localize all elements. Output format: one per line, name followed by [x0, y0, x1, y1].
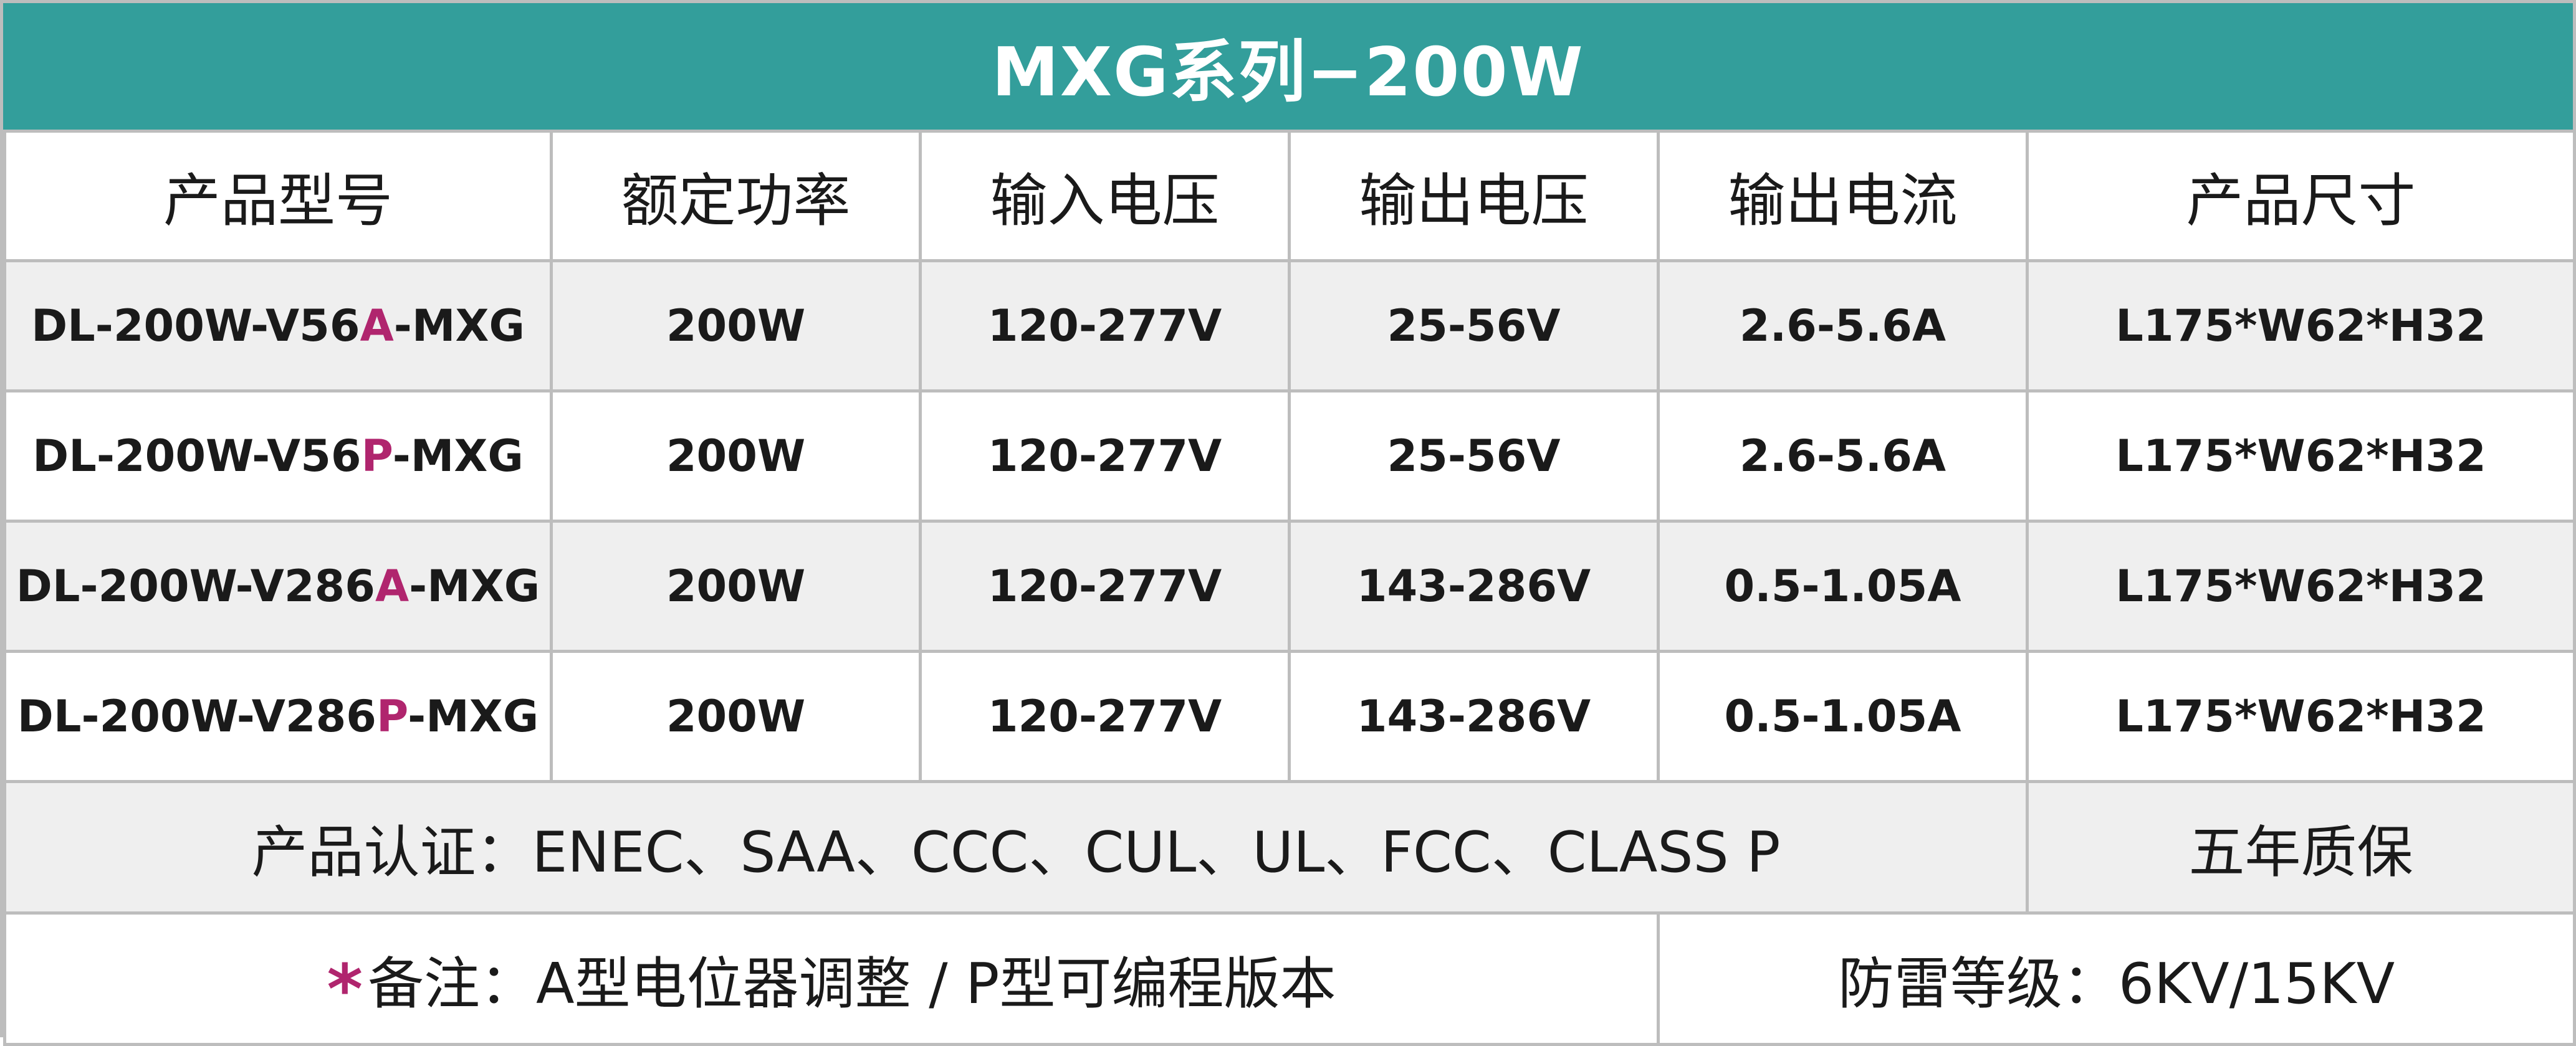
surge-protection-text: 防雷等级：6KV/15KV	[1657, 911, 2576, 1046]
size-cell: L175*W62*H32	[2026, 520, 2576, 653]
header-input-voltage: 输入电压	[919, 130, 1291, 262]
output-current-cell: 2.6-5.6A	[1657, 259, 2029, 392]
header-row: 产品型号 额定功率 输入电压 输出电压 输出电流 产品尺寸	[3, 130, 2576, 262]
header-output-voltage: 输出电压	[1288, 130, 1660, 262]
warranty-text: 五年质保	[2026, 780, 2576, 915]
model-suffix: -MXG	[408, 691, 539, 742]
model-type-letter: P	[376, 691, 408, 742]
table-row: DL-200W-V56P-MXG 200W 120-277V 25-56V 2.…	[3, 389, 2576, 523]
table-row: DL-200W-V286A-MXG 200W 120-277V 143-286V…	[3, 520, 2576, 653]
input-voltage-cell: 120-277V	[919, 520, 1291, 653]
output-voltage-cell: 25-56V	[1288, 259, 1660, 392]
table-row: DL-200W-V56A-MXG 200W 120-277V 25-56V 2.…	[3, 259, 2576, 392]
spec-table: 产品型号 额定功率 输入电压 输出电压 输出电流 产品尺寸 DL-200W-V5…	[3, 130, 2576, 1046]
output-voltage-cell: 143-286V	[1288, 520, 1660, 653]
power-cell: 200W	[550, 650, 922, 783]
certification-row: 产品认证：ENEC、SAA、CCC、CUL、UL、FCC、CLASS P 五年质…	[3, 780, 2576, 915]
model-suffix: -MXG	[393, 300, 525, 351]
output-voltage-cell: 25-56V	[1288, 389, 1660, 523]
header-power: 额定功率	[550, 130, 922, 262]
table-row: DL-200W-V286P-MXG 200W 120-277V 143-286V…	[3, 650, 2576, 783]
input-voltage-cell: 120-277V	[919, 389, 1291, 523]
output-current-cell: 0.5-1.05A	[1657, 650, 2029, 783]
certification-text: 产品认证：ENEC、SAA、CCC、CUL、UL、FCC、CLASS P	[3, 780, 2029, 915]
model-cell: DL-200W-V56A-MXG	[3, 259, 553, 392]
output-voltage-cell: 143-286V	[1288, 650, 1660, 783]
header-model: 产品型号	[3, 130, 553, 262]
header-output-current: 输出电流	[1657, 130, 2029, 262]
size-cell: L175*W62*H32	[2026, 259, 2576, 392]
model-prefix: DL-200W-V286	[17, 691, 376, 742]
output-current-cell: 2.6-5.6A	[1657, 389, 2029, 523]
model-cell: DL-200W-V286P-MXG	[3, 650, 553, 783]
input-voltage-cell: 120-277V	[919, 259, 1291, 392]
header-size: 产品尺寸	[2026, 130, 2576, 262]
model-cell: DL-200W-V286A-MXG	[3, 520, 553, 653]
model-prefix: DL-200W-V286	[16, 561, 375, 612]
power-cell: 200W	[550, 520, 922, 653]
power-cell: 200W	[550, 259, 922, 392]
page-title: MXG系列−200W	[3, 3, 2573, 130]
model-type-letter: A	[360, 300, 394, 351]
model-type-letter: A	[375, 561, 409, 612]
size-cell: L175*W62*H32	[2026, 389, 2576, 523]
model-cell: DL-200W-V56P-MXG	[3, 389, 553, 523]
note-text: 备注：A型电位器调整 / P型可编程版本	[368, 951, 1336, 1017]
size-cell: L175*W62*H32	[2026, 650, 2576, 783]
input-voltage-cell: 120-277V	[919, 650, 1291, 783]
output-current-cell: 0.5-1.05A	[1657, 520, 2029, 653]
model-suffix: -MXG	[409, 561, 540, 612]
note-row: *备注：A型电位器调整 / P型可编程版本 防雷等级：6KV/15KV	[3, 911, 2576, 1046]
model-type-letter: P	[361, 430, 393, 482]
model-prefix: DL-200W-V56	[31, 300, 360, 351]
power-cell: 200W	[550, 389, 922, 523]
model-suffix: -MXG	[392, 430, 524, 482]
model-prefix: DL-200W-V56	[32, 430, 362, 482]
asterisk-icon: *	[327, 949, 363, 1029]
note-cell: *备注：A型电位器调整 / P型可编程版本	[3, 911, 1660, 1046]
